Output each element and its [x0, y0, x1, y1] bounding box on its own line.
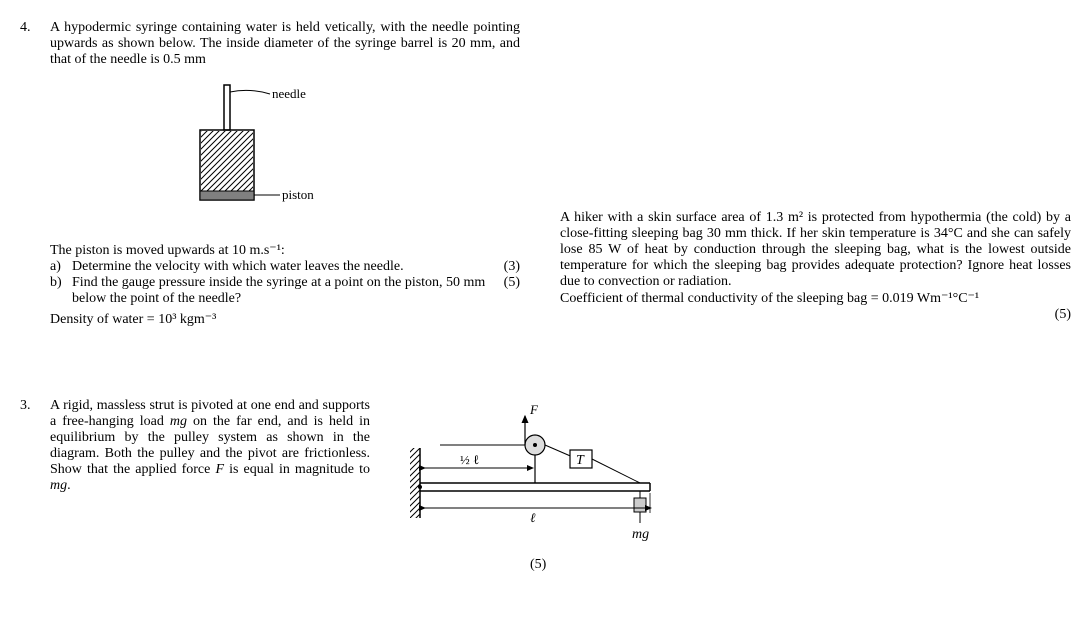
piston-label-text: piston: [282, 187, 314, 202]
l-text: ℓ: [530, 510, 536, 525]
half-l-text: ½ ℓ: [460, 452, 479, 467]
row-q4: 4. A hypodermic syringe containing water…: [20, 20, 1071, 328]
hiker-coeff: Coefficient of thermal conductivity of t…: [560, 290, 1071, 307]
mg-label-text: mg: [632, 527, 649, 542]
q4-piston-line: The piston is moved upwards at 10 m.s⁻¹:: [50, 242, 520, 259]
q4-a-label: a): [50, 259, 72, 275]
q4-number: 4.: [20, 20, 50, 36]
row-q3: 3. A rigid, massless strut is pivoted at…: [20, 398, 1071, 578]
T-label-text: T: [576, 453, 585, 468]
q4-intro: A hypodermic syringe containing water is…: [50, 20, 520, 68]
syringe-svg: needle piston: [180, 80, 350, 230]
q4-b-marks: (5): [490, 275, 520, 291]
page: 4. A hypodermic syringe containing water…: [20, 20, 1071, 608]
F-label-text: F: [529, 402, 539, 417]
hiker-text: A hiker with a skin surface area of 1.3 …: [560, 210, 1071, 290]
q4-part-b: b) Find the gauge pressure inside the sy…: [50, 275, 520, 307]
q4-a-marks: (3): [490, 259, 520, 275]
q4-column: A hypodermic syringe containing water is…: [50, 20, 520, 328]
hiker-question: A hiker with a skin surface area of 1.3 …: [520, 20, 1071, 323]
q4-part-a: a) Determine the velocity with which wat…: [50, 259, 520, 275]
syringe-figure: needle piston: [180, 80, 520, 230]
q3-marks-text: (5): [530, 557, 547, 572]
q3-text-col: A rigid, massless strut is pivoted at on…: [50, 398, 370, 494]
q4-b-text: Find the gauge pressure inside the syrin…: [72, 275, 490, 307]
q3-number: 3.: [20, 398, 50, 414]
q4-b-label: b): [50, 275, 72, 291]
hiker-marks: (5): [560, 307, 1071, 323]
q3-figure-col: F T mg ½ ℓ ℓ (5): [370, 398, 700, 578]
q3-text: A rigid, massless strut is pivoted at on…: [50, 398, 370, 494]
strut-svg: F T mg ½ ℓ ℓ (5): [380, 398, 700, 578]
q4-a-text: Determine the velocity with which water …: [72, 259, 490, 275]
needle-label-text: needle: [272, 86, 306, 101]
q4-density: Density of water = 10³ kgm⁻³: [50, 311, 520, 328]
